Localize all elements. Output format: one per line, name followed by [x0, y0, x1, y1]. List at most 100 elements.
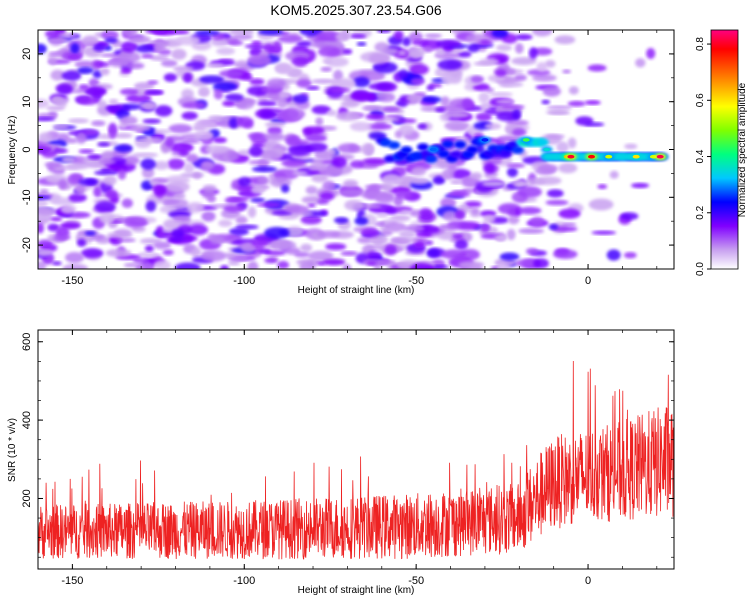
- noise-blob: [587, 64, 607, 72]
- noise-blob: [261, 149, 278, 161]
- noise-blob: [588, 198, 614, 211]
- noise-blob: [515, 181, 532, 188]
- noise-blob: [38, 239, 53, 250]
- noise-blob: [281, 108, 301, 121]
- noise-blob: [372, 61, 398, 74]
- noise-blob: [368, 52, 390, 65]
- noise-blob: [279, 91, 291, 100]
- noise-blob: [327, 149, 338, 154]
- noise-blob: [182, 139, 201, 144]
- noise-blob: [546, 189, 564, 198]
- noise-blob: [620, 212, 639, 221]
- noise-blob: [307, 203, 316, 208]
- noise-blob: [556, 141, 569, 153]
- noise-blob: [163, 73, 177, 82]
- noise-blob: [67, 54, 81, 60]
- noise-blob: [325, 243, 347, 251]
- snr-y-tick-label: 400: [21, 411, 33, 429]
- noise-blob: [167, 158, 185, 170]
- noise-blob: [120, 41, 138, 53]
- noise-blob: [307, 250, 334, 262]
- spectrogram-y-tick-label: 20: [21, 48, 33, 60]
- snr-x-axis-label: Height of straight line (km): [298, 585, 415, 596]
- noise-blob: [305, 85, 320, 91]
- noise-blob: [311, 78, 336, 84]
- noise-blob: [78, 149, 95, 154]
- noise-blob: [528, 47, 538, 60]
- noise-blob: [558, 163, 578, 174]
- noise-blob: [411, 177, 429, 185]
- noise-blob: [251, 239, 269, 247]
- noise-blob: [173, 192, 186, 200]
- noise-blob: [281, 159, 306, 167]
- noise-blob: [141, 53, 154, 59]
- noise-blob: [121, 198, 133, 208]
- noise-blob: [609, 170, 619, 179]
- noise-blob: [78, 178, 99, 186]
- noise-blob: [363, 158, 388, 165]
- noise-blob: [251, 166, 278, 173]
- colorbar-tick-label: 0.0: [695, 262, 706, 276]
- spectrogram-y-tick-label: -20: [21, 237, 33, 253]
- noise-blob: [384, 207, 398, 215]
- noise-blob: [409, 209, 422, 217]
- noise-blob: [413, 240, 426, 249]
- noise-blob: [54, 148, 69, 153]
- spectrogram-x-tick-label: -50: [408, 275, 424, 287]
- noise-blob: [51, 261, 62, 266]
- noise-blob: [163, 218, 184, 231]
- noise-blob: [497, 135, 522, 143]
- noise-blob: [149, 55, 170, 61]
- noise-blob: [350, 92, 375, 101]
- noise-blob: [450, 180, 463, 185]
- noise-blob: [122, 155, 140, 166]
- noise-blob: [458, 261, 485, 269]
- noise-blob: [78, 84, 90, 90]
- noise-blob: [442, 210, 459, 222]
- track-band: [425, 155, 438, 163]
- noise-blob: [113, 144, 133, 153]
- noise-blob: [38, 145, 53, 154]
- track-peak: [605, 154, 613, 159]
- noise-blob: [147, 80, 159, 85]
- noise-blob: [145, 30, 167, 34]
- noise-blob: [116, 238, 136, 243]
- noise-blob: [228, 40, 244, 46]
- noise-blob: [483, 214, 496, 224]
- noise-blob: [584, 122, 605, 127]
- noise-blob: [213, 89, 224, 100]
- noise-blob: [210, 38, 229, 47]
- noise-blob: [219, 69, 243, 78]
- noise-blob: [229, 227, 249, 236]
- track-peak: [481, 138, 489, 142]
- noise-blob: [340, 251, 358, 256]
- noise-blob: [367, 245, 385, 250]
- noise-blob: [38, 98, 50, 109]
- noise-blob: [224, 196, 242, 204]
- noise-blob: [45, 30, 61, 38]
- noise-blob: [154, 105, 173, 117]
- noise-blob: [310, 41, 333, 48]
- noise-blob: [273, 41, 282, 52]
- noise-blob: [227, 261, 241, 266]
- noise-blob: [426, 248, 440, 258]
- noise-blob: [357, 237, 373, 244]
- noise-blob: [91, 120, 106, 127]
- noise-blob: [515, 34, 533, 41]
- noise-blob: [308, 165, 326, 172]
- noise-blob: [342, 263, 352, 269]
- noise-blob: [296, 79, 312, 88]
- noise-blob: [553, 249, 578, 259]
- noise-blob: [186, 202, 205, 213]
- noise-blob: [60, 222, 81, 229]
- track-band: [454, 140, 467, 149]
- noise-blob: [467, 43, 480, 53]
- noise-blob: [402, 225, 425, 232]
- noise-blob: [584, 100, 601, 105]
- noise-blob: [530, 216, 545, 227]
- noise-blob: [160, 59, 178, 67]
- noise-blob: [201, 161, 215, 168]
- noise-blob: [104, 37, 118, 44]
- noise-blob: [623, 252, 637, 259]
- noise-blob: [251, 186, 266, 194]
